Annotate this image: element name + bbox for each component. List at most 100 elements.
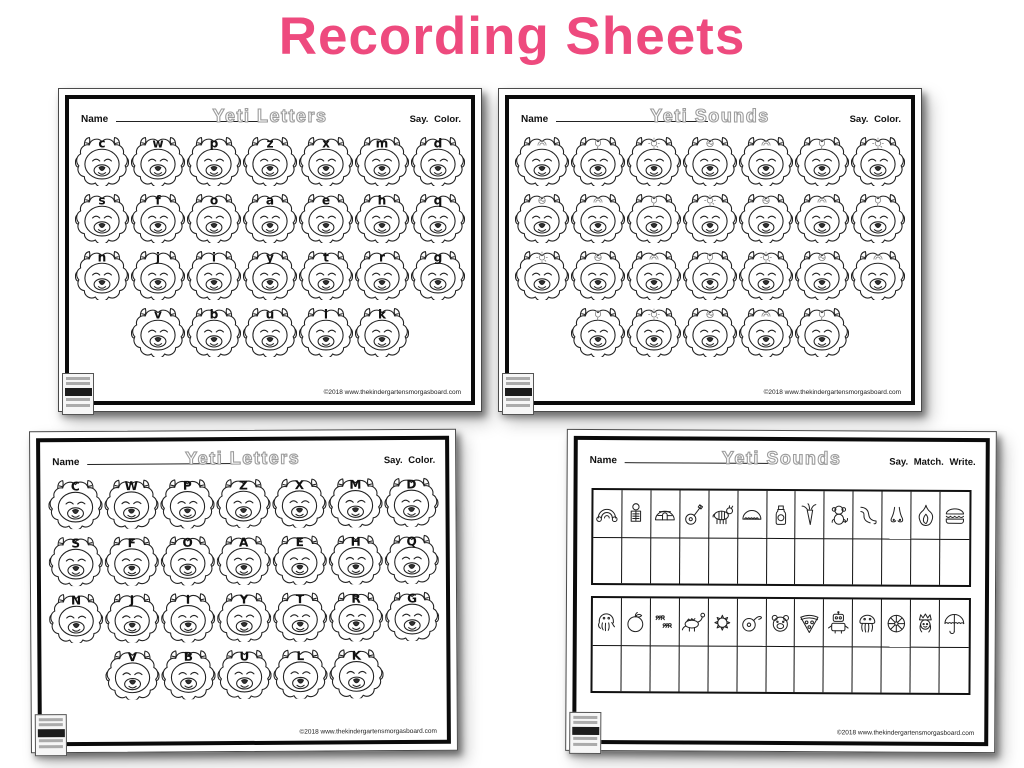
yeti-face-picture <box>571 306 625 357</box>
writing-box <box>824 538 854 585</box>
yeti-row: S F O A <box>45 533 442 587</box>
copyright-footer: ©2018 www.thekindergartensmorgasboard.co… <box>323 389 461 396</box>
svg-text:Y: Y <box>238 592 248 606</box>
copyright-footer: ©2018 www.thekindergartensmorgasboard.co… <box>836 729 975 738</box>
svg-text:F: F <box>127 536 135 550</box>
yeti-face-picture <box>739 135 793 186</box>
yeti-rows <box>513 135 907 363</box>
worksheet-border: Name Yeti Sounds Say. Match. Write. ©201… <box>572 435 990 747</box>
svg-text:j: j <box>155 250 160 264</box>
yeti-face-letter-Q: Q <box>384 533 439 585</box>
yeti-face-letter-S: S <box>48 535 103 587</box>
apple-picture <box>621 598 651 646</box>
svg-text:R: R <box>351 592 361 606</box>
writing-box <box>621 645 651 692</box>
yeti-face-letter-c: c <box>75 135 129 186</box>
yeti-face-letter-U: U <box>216 648 272 700</box>
yeti-face-letter-F: F <box>104 535 159 586</box>
yeti-face-letter-h: h <box>355 192 409 243</box>
svg-text:w: w <box>152 136 163 150</box>
yeti-face-letter-Z: Z <box>215 477 271 529</box>
svg-text:x: x <box>322 136 330 150</box>
svg-text:p: p <box>210 136 219 150</box>
svg-text:B: B <box>183 650 192 664</box>
yeti-row: c w p z <box>73 135 467 186</box>
yeti-face-letter-C: C <box>47 478 103 530</box>
worksheet-instructions: Say. Color. <box>849 114 901 125</box>
yeti-face-letter-y: y <box>243 249 297 300</box>
bear-picture <box>766 598 796 647</box>
yeti-face-letter-d: d <box>411 135 465 186</box>
svg-text:u: u <box>266 307 275 321</box>
yeti-face-letter-J: J <box>104 592 159 643</box>
yeti-row <box>513 249 907 300</box>
elbow-picture <box>853 491 883 539</box>
hamburger-picture <box>940 492 969 539</box>
yeti-face-picture <box>683 192 737 243</box>
yeti-face-picture <box>795 135 849 186</box>
yeti-face-picture <box>795 249 849 300</box>
writing-box <box>852 646 882 693</box>
yeti-face-letter-z: z <box>243 135 297 186</box>
writing-box <box>766 537 796 585</box>
svg-text:i: i <box>212 250 216 264</box>
worksheet-title: Yeti Letters <box>212 105 328 126</box>
guitar-picture <box>680 490 710 538</box>
yeti-face-letter-g: g <box>411 249 465 300</box>
svg-text:r: r <box>379 250 385 264</box>
name-field: Name <box>521 112 709 125</box>
worksheet-yeti-sounds-color: Name Yeti Sounds Say. Color. <box>498 88 922 415</box>
yeti-row <box>513 135 907 186</box>
picture-grid-block-2 <box>590 596 971 695</box>
yeti-face-picture <box>739 192 793 243</box>
worksheet-title: Yeti Sounds <box>650 105 770 126</box>
writing-box <box>795 538 825 585</box>
yeti-face-letter-i: i <box>187 249 241 300</box>
svg-text:g: g <box>434 250 443 264</box>
yeti-face-letter-u: u <box>243 306 297 357</box>
yeti-face-letter-x: x <box>299 135 353 186</box>
svg-text:y: y <box>266 250 274 264</box>
yeti-face-letter-M: M <box>327 476 383 528</box>
worksheet-instructions: Say. Match. Write. <box>889 456 976 469</box>
yeti-face-letter-o: o <box>187 192 241 243</box>
name-blank-line <box>116 112 269 122</box>
yeti-face-letter-T: T <box>272 590 327 642</box>
yeti-row: v b u l <box>73 306 467 357</box>
svg-text:n: n <box>98 250 107 264</box>
svg-text:M: M <box>349 478 361 492</box>
name-label: Name <box>81 114 109 125</box>
yeti-face-picture <box>627 192 681 243</box>
yeti-face-picture <box>571 249 625 300</box>
brand-stamp-logo <box>34 714 68 757</box>
svg-text:t: t <box>323 250 329 264</box>
copyright-footer: ©2018 www.thekindergartensmorgasboard.co… <box>763 389 901 396</box>
sun-picture <box>708 598 738 646</box>
yeti-face-letter-G: G <box>384 590 439 642</box>
worksheet-yeti-letters-uppercase: Name Yeti Letters Say. Color. C W <box>29 428 458 757</box>
writing-box <box>881 646 911 693</box>
yeti-face-letter-v: v <box>131 306 185 357</box>
yeti-face-picture <box>851 135 905 186</box>
yeti-face-letter-P: P <box>159 477 215 529</box>
juice-picture <box>766 490 796 539</box>
picture-grid-block-1 <box>591 488 972 587</box>
yeti-face-letter-r: r <box>355 249 409 300</box>
yeti-row: s f o a <box>73 192 467 243</box>
svg-text:I: I <box>185 593 190 607</box>
yeti-face-letter-t: t <box>299 249 353 300</box>
yeti-row: n j i y <box>73 249 467 300</box>
svg-text:P: P <box>182 479 191 493</box>
yeti-face-letter-X: X <box>271 476 327 528</box>
svg-text:H: H <box>350 535 360 549</box>
igloo-picture <box>651 490 681 538</box>
yeti-face-picture <box>739 306 793 357</box>
writing-box <box>593 537 623 584</box>
yeti-face-letter-b: b <box>187 306 241 357</box>
svg-text:K: K <box>351 649 361 663</box>
yeti-face-letter-I: I <box>160 591 215 643</box>
svg-text:D: D <box>406 477 416 491</box>
yeti-face-letter-q: q <box>411 192 465 243</box>
yeti-face-picture <box>571 192 625 243</box>
writing-box <box>737 537 767 584</box>
